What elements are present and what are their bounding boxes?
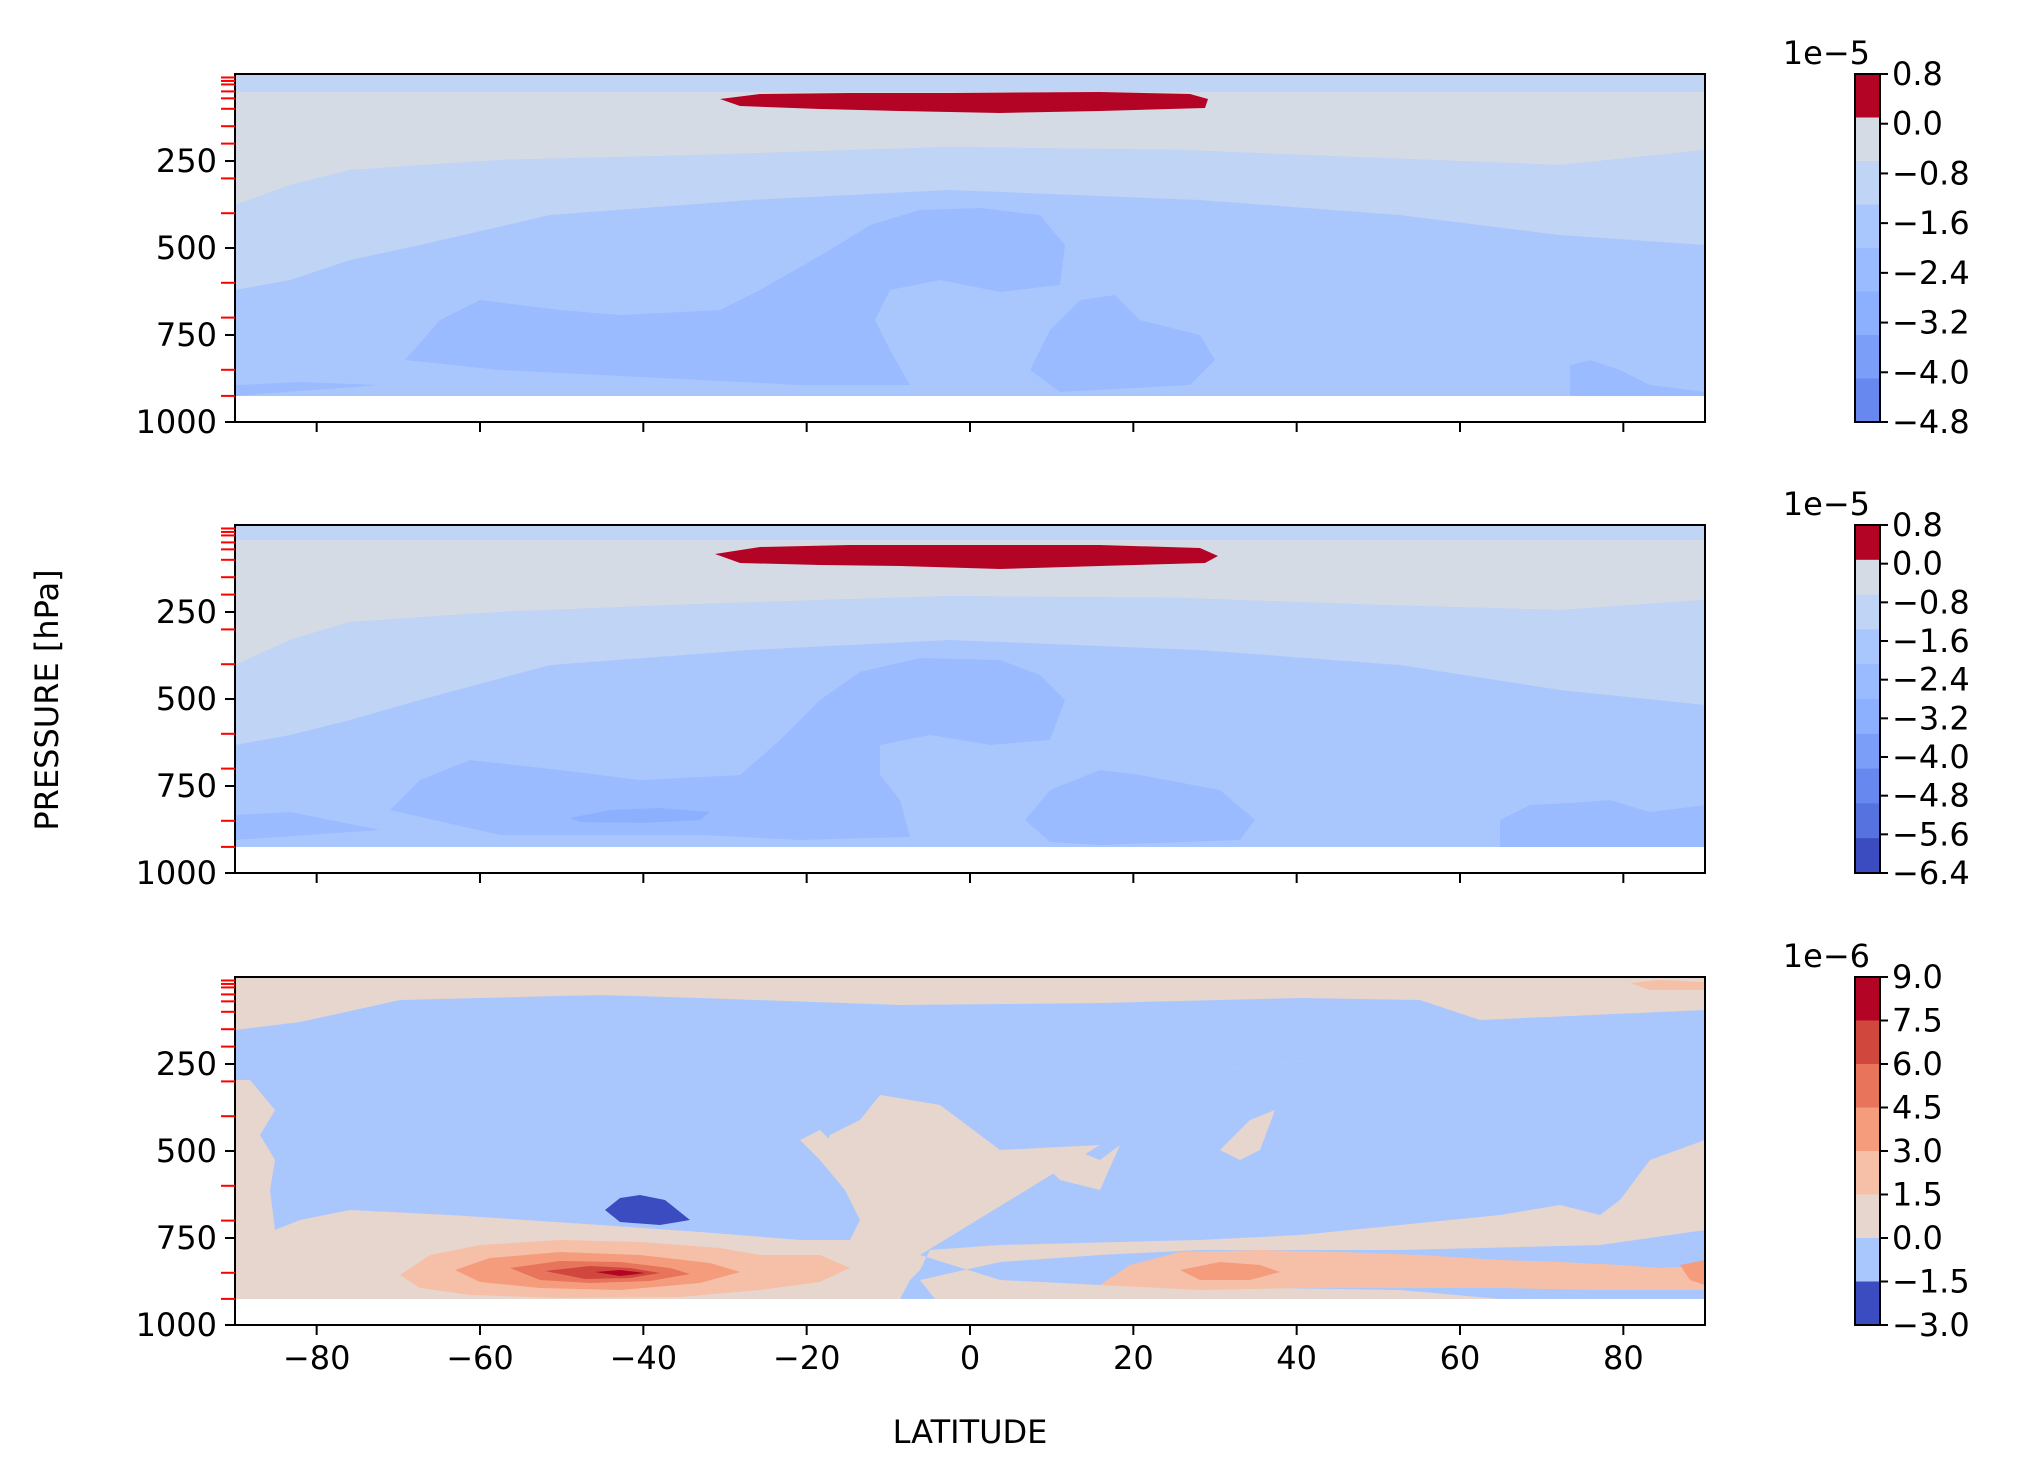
colorbar-tick-label: −5.6 (1892, 815, 1970, 853)
y-axis-label: PRESSURE [hPa] (28, 569, 66, 830)
colorbar-exponent: 1e−5 (1783, 485, 1870, 523)
colorbar-tick-label: −4.8 (1892, 777, 1970, 815)
x-tick-label: −40 (610, 1339, 678, 1377)
colorbar-segment (1855, 1020, 1880, 1065)
colorbar-tick-label: 6.0 (1892, 1045, 1943, 1083)
colorbar-frame (1854, 524, 1881, 874)
colorbar-tick-label: 7.5 (1892, 1002, 1943, 1040)
colorbar-segment (1855, 1151, 1880, 1195)
colorbar-frame (1854, 73, 1881, 423)
colorbar-segment (1855, 629, 1880, 665)
colorbar-exponent: 1e−6 (1783, 937, 1870, 975)
colorbar-tick-label: −4.0 (1892, 738, 1970, 776)
x-tick-label: 20 (1113, 1339, 1154, 1377)
y-tick-label: 1000 (136, 403, 217, 441)
colorbar-segment (1855, 335, 1880, 379)
colorbar-segment (1855, 733, 1880, 770)
colorbar-tick-label: −3.0 (1892, 1306, 1970, 1344)
x-axis-label: LATITUDE (893, 1413, 1048, 1451)
colorbar-segment (1855, 1238, 1880, 1282)
colorbar-tick-label: −0.8 (1892, 583, 1970, 621)
colorbar-segment (1855, 838, 1880, 874)
colorbar-segment (1855, 1194, 1880, 1239)
x-tick-label: 80 (1603, 1339, 1644, 1377)
y-tick-label: 250 (156, 593, 217, 631)
colorbar-tick-label: −3.2 (1892, 699, 1970, 737)
y-tick-label: 750 (156, 767, 217, 805)
colorbar-tick-label: 0.8 (1892, 55, 1943, 93)
colorbar-segment (1855, 559, 1880, 596)
panel-middle (234, 524, 1706, 874)
contour-fill-middle (235, 525, 1705, 847)
contour-fill-bottom (235, 977, 1705, 1299)
x-tick-label: −80 (283, 1339, 351, 1377)
colorbar-tick-label: 1.5 (1892, 1176, 1943, 1214)
x-tick-label: 0 (960, 1339, 980, 1377)
y-tick-label: 250 (156, 142, 217, 180)
colorbar-tick-label: −1.6 (1892, 622, 1970, 660)
panel-top (234, 73, 1706, 423)
x-tick-label: −60 (446, 1339, 514, 1377)
colorbar-segment (1855, 699, 1880, 735)
contour-fill-top (235, 74, 1705, 396)
colorbar-tick-label: 4.5 (1892, 1089, 1943, 1127)
y-tick-label: 250 (156, 1045, 217, 1083)
colorbar-tick-label: −2.4 (1892, 661, 1970, 699)
x-tick-label: 60 (1440, 1339, 1481, 1377)
colorbar-segment (1855, 378, 1880, 423)
axes-layer: 25050075010000.80.0−0.8−1.6−2.4−3.2−4.0−… (136, 34, 1970, 1377)
colorbar-tick-label: −4.8 (1892, 403, 1970, 441)
colorbar-segment (1855, 1281, 1880, 1326)
colorbar-tick-label: 0.0 (1892, 1219, 1943, 1257)
colorbar-tick-label: 0.0 (1892, 105, 1943, 143)
colorbar-segment (1855, 1107, 1880, 1152)
colorbar-segment (1855, 291, 1880, 336)
colorbar-tick-label: 9.0 (1892, 958, 1943, 996)
colorbar-tick-label: −0.8 (1892, 154, 1970, 192)
y-tick-label: 500 (156, 229, 217, 267)
colorbar-segment (1855, 161, 1880, 205)
colorbar-segment (1855, 664, 1880, 700)
colorbar-segment (1855, 525, 1880, 561)
y-tick-label: 750 (156, 1219, 217, 1257)
colorbar-tick-label: 0.0 (1892, 545, 1943, 583)
y-tick-label: 500 (156, 680, 217, 718)
colorbar-segment (1855, 248, 1880, 292)
x-tick-label: −20 (773, 1339, 841, 1377)
x-tick-label: 40 (1276, 1339, 1317, 1377)
panel-bottom (234, 976, 1706, 1326)
colorbar-tick-label: −3.2 (1892, 304, 1970, 342)
y-tick-label: 500 (156, 1132, 217, 1170)
colorbar-tick-label: 3.0 (1892, 1132, 1943, 1170)
colorbar-tick-label: −6.4 (1892, 854, 1970, 892)
y-tick-label: 1000 (136, 854, 217, 892)
colorbar-segment (1855, 977, 1880, 1021)
colorbar-tick-label: −1.6 (1892, 204, 1970, 242)
colorbar-segment (1855, 803, 1880, 839)
colorbar-segment (1855, 1064, 1880, 1108)
colorbar-segment (1855, 74, 1880, 118)
colorbar-tick-label: −2.4 (1892, 254, 1970, 292)
colorbar-tick-label: −1.5 (1892, 1263, 1970, 1301)
colorbar-segment (1855, 117, 1880, 162)
colorbar-segment (1855, 204, 1880, 249)
y-tick-label: 750 (156, 316, 217, 354)
y-tick-label: 1000 (136, 1306, 217, 1344)
colorbar-exponent: 1e−5 (1783, 34, 1870, 72)
colorbar-tick-label: 0.8 (1892, 506, 1943, 544)
colorbar-tick-label: −4.0 (1892, 353, 1970, 391)
colorbar-segment (1855, 594, 1880, 630)
colorbar-segment (1855, 768, 1880, 804)
